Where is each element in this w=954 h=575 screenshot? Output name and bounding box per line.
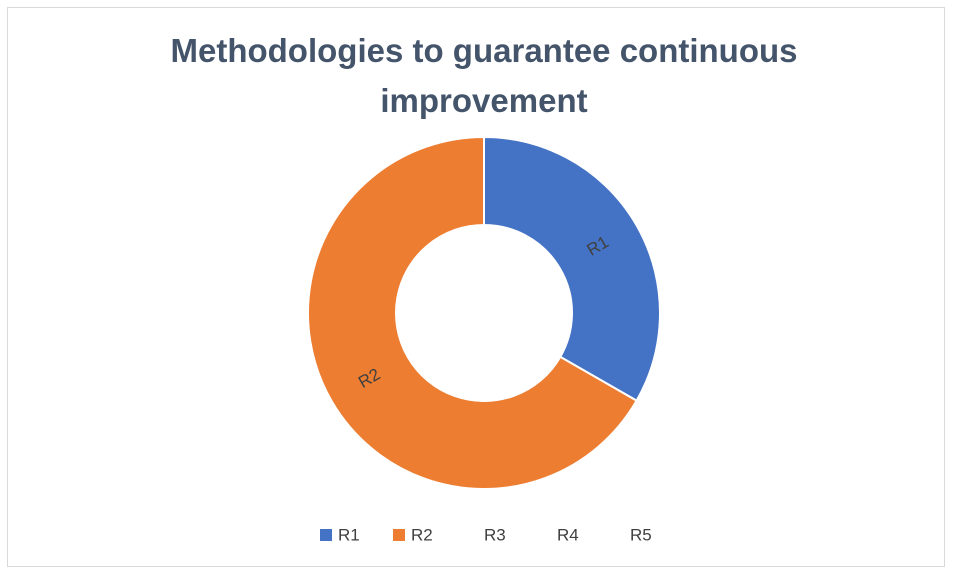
legend-label: R3 [484,525,506,544]
legend-swatch [393,529,405,541]
chart-title: Methodologies to guarantee continuous im… [170,32,798,119]
legend-swatch [320,529,332,541]
legend-label: R1 [338,525,360,544]
donut-slice [483,135,661,403]
chart-frame [7,7,945,567]
legend-label: R4 [557,525,579,544]
donut-slice [307,135,638,490]
legend-label: R2 [411,525,433,544]
legend-label: R5 [630,525,652,544]
